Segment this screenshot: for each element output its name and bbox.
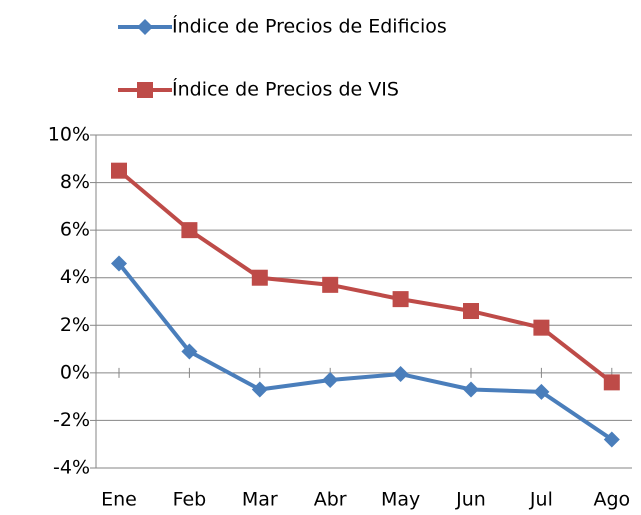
- data-point: [463, 381, 479, 398]
- x-tick-label: Abr: [314, 489, 347, 511]
- data-point: [111, 162, 127, 179]
- y-tick-label: 8%: [60, 171, 90, 193]
- x-tick-label: Feb: [173, 489, 207, 511]
- x-tick-label: May: [381, 489, 420, 511]
- data-point: [111, 255, 127, 272]
- x-tick-label: Jun: [455, 489, 486, 511]
- series-line: [117, 262, 613, 442]
- data-point: [251, 381, 268, 398]
- data-point: [463, 303, 479, 320]
- data-point: [392, 291, 409, 308]
- y-tick-label: 4%: [60, 266, 90, 288]
- legend-marker: [137, 82, 153, 98]
- data-point: [603, 374, 620, 391]
- x-tick-label: Ago: [593, 489, 630, 511]
- data-point: [392, 366, 409, 383]
- y-tick-label: -2%: [53, 409, 90, 431]
- legend-label: Índice de Precios de VIS: [172, 78, 399, 101]
- data-point: [533, 319, 550, 336]
- x-tick-label: Mar: [242, 489, 278, 511]
- y-tick-label: -4%: [53, 457, 90, 479]
- data-point: [603, 431, 620, 448]
- x-tick-label: Ene: [101, 489, 137, 511]
- y-tick-label: 2%: [60, 314, 90, 336]
- data-point: [181, 222, 198, 239]
- series-line: [117, 169, 614, 384]
- y-tick-label: 10%: [48, 124, 90, 146]
- data-point: [322, 276, 339, 293]
- data-point: [533, 383, 550, 400]
- legend-label: Índice de Precios de Edificios: [172, 15, 447, 38]
- x-tick-label: Jul: [529, 489, 553, 511]
- data-point: [322, 371, 339, 388]
- data-point: [251, 269, 268, 286]
- y-tick-label: 0%: [60, 361, 90, 383]
- legend-marker: [137, 19, 153, 35]
- y-tick-label: 6%: [60, 219, 90, 241]
- data-point: [181, 343, 198, 360]
